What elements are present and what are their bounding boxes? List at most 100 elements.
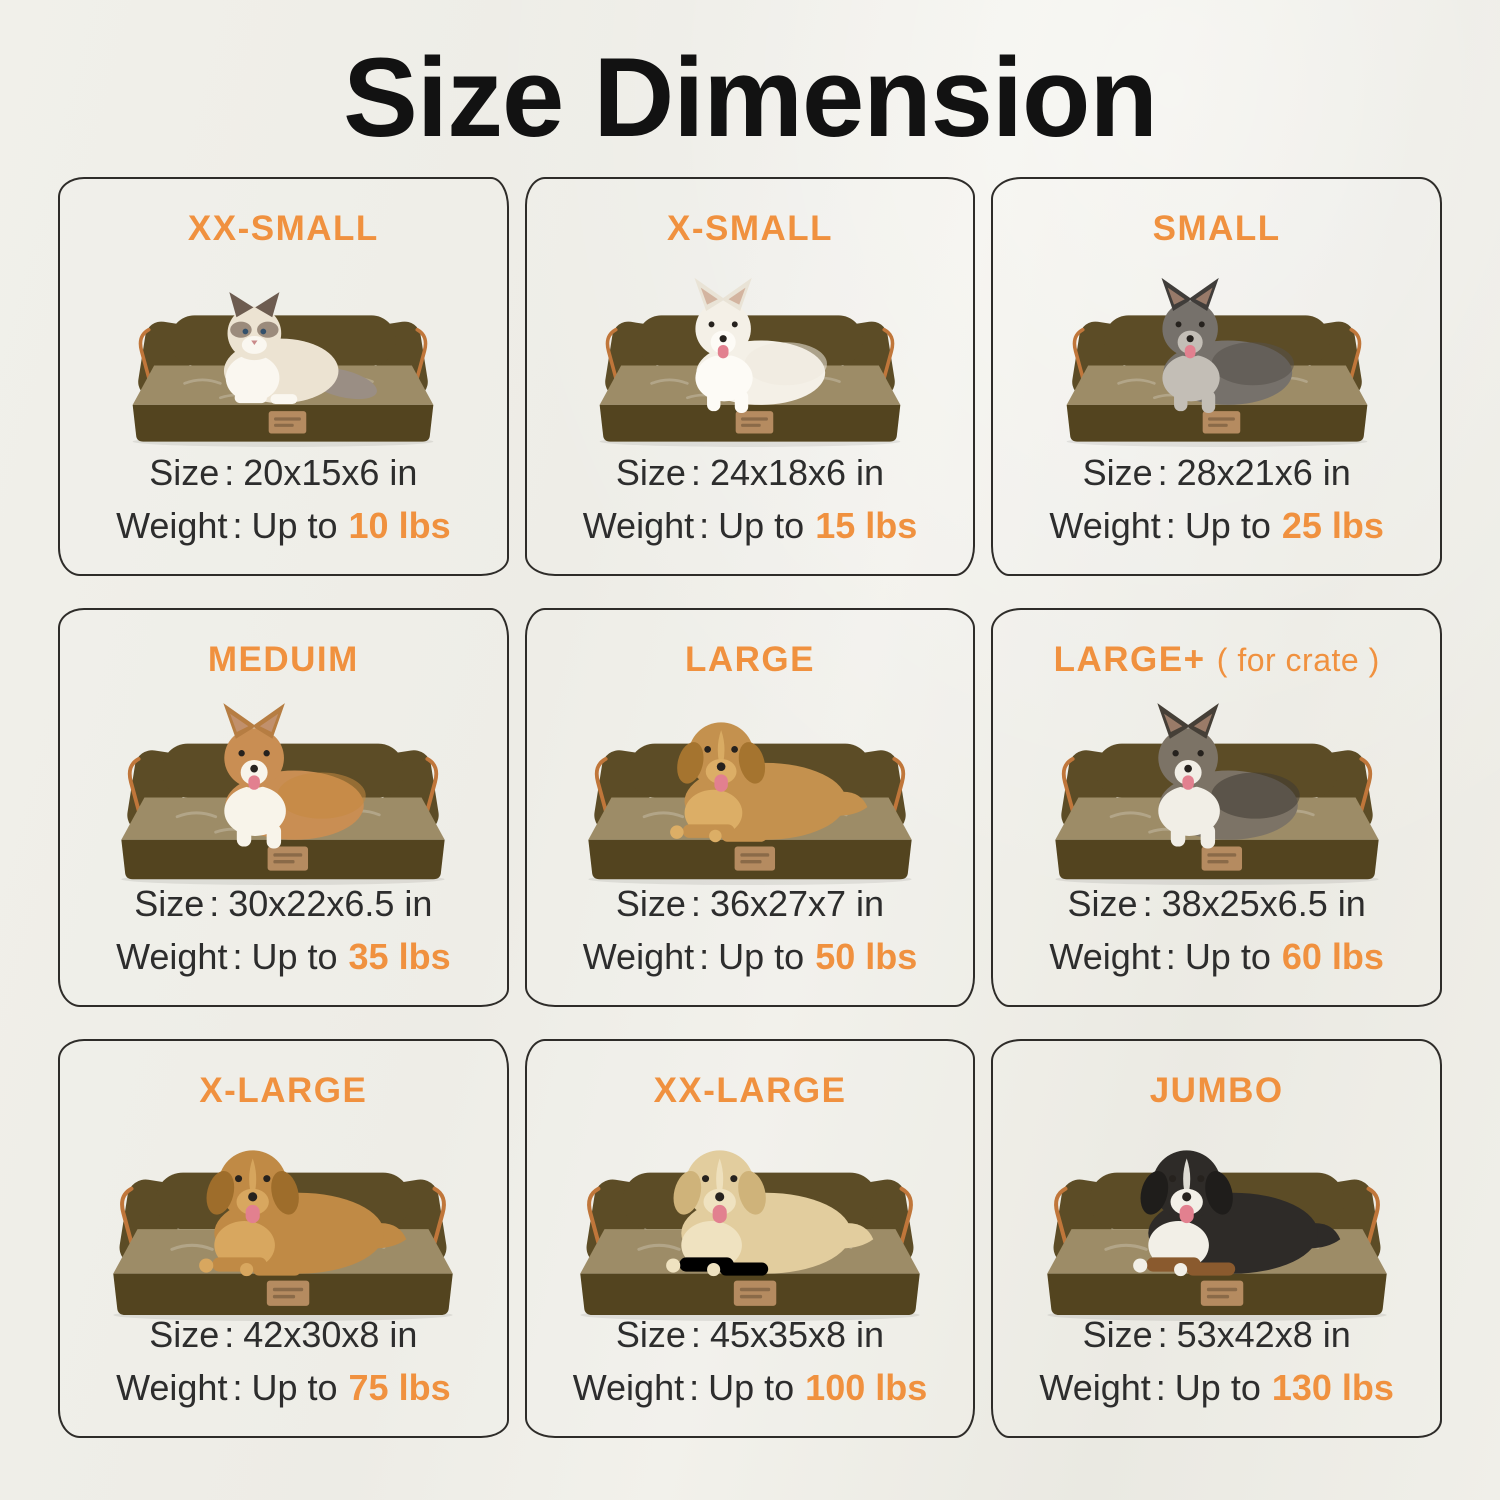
size-spec: Size:30x22x6.5 in: [134, 882, 433, 924]
weight-label: Weight: [1049, 935, 1161, 977]
size-value: 24x18x6 in: [709, 451, 885, 493]
weight-value: 60 lbs: [1281, 935, 1384, 977]
size-card-title: MEDUIM: [208, 640, 359, 680]
size-card-jumbo: JUMBO Size:53x42x8 in Weight: Up to 130 lb…: [991, 1038, 1442, 1438]
pet-bed-photo-schnauzer: [1064, 277, 1369, 448]
size-label: Size: [615, 451, 686, 493]
page-title: Size Dimension: [343, 35, 1158, 160]
size-label: Size: [1067, 882, 1138, 924]
weight-value: 35 lbs: [348, 935, 451, 977]
weight-spec: Weight: Up to 15 lbs: [582, 504, 918, 546]
size-spec: Size:20x15x6 in: [149, 451, 418, 493]
size-card-title: SMALL: [1153, 209, 1281, 249]
weight-spec: Weight: Up to 130 lbs: [1039, 1366, 1394, 1408]
size-value: 28x21x6 in: [1176, 451, 1351, 493]
colon: :: [232, 504, 243, 546]
size-label: Size: [615, 1313, 686, 1355]
size-value: 42x30x8 in: [243, 1313, 418, 1355]
pet-bed-photo-corgi: [119, 702, 447, 886]
up-to-label: Up to: [718, 935, 805, 977]
size-label: Size: [134, 882, 205, 924]
weight-label: Weight: [116, 1366, 228, 1408]
weight-value: 10 lbs: [348, 504, 451, 546]
pet-bed-photo-yellow-labrador: [555, 1150, 946, 1322]
size-card-title: XX-LARGE: [654, 1071, 847, 1111]
colon: :: [699, 504, 710, 546]
spec-block: Size:38x25x6.5 in Weight: Up to 60 lbs: [1049, 882, 1384, 1005]
weight-spec: Weight: Up to 100 lbs: [572, 1366, 928, 1408]
spec-block: Size:53x42x8 in Weight: Up to 130 lbs: [1039, 1313, 1394, 1436]
spec-block: Size:45x35x8 in Weight: Up to 100 lbs: [572, 1313, 928, 1436]
size-spec: Size:24x18x6 in: [615, 451, 885, 493]
weight-value: 75 lbs: [348, 1366, 451, 1408]
up-to-label: Up to: [251, 1366, 338, 1408]
up-to-label: Up to: [718, 504, 805, 546]
size-spec: Size:45x35x8 in: [615, 1313, 885, 1355]
size-spec: Size:42x30x8 in: [149, 1313, 418, 1355]
size-note: ( for crate ): [1216, 641, 1380, 678]
size-spec: Size:28x21x6 in: [1082, 451, 1351, 493]
weight-label: Weight: [116, 504, 228, 546]
weight-label: Weight: [116, 935, 228, 977]
spec-block: Size:30x22x6.5 in Weight: Up to 35 lbs: [116, 882, 451, 1005]
weight-spec: Weight: Up to 60 lbs: [1049, 935, 1384, 977]
colon: :: [1165, 504, 1176, 546]
size-card-title: X-LARGE: [199, 1071, 367, 1111]
colon: :: [689, 1366, 700, 1408]
size-name: MEDUIM: [207, 639, 359, 679]
up-to-label: Up to: [251, 504, 338, 546]
colon: :: [232, 935, 243, 977]
colon: :: [1157, 451, 1168, 493]
size-value: 36x27x7 in: [709, 882, 885, 924]
size-name: SMALL: [1152, 208, 1281, 248]
size-spec: Size:38x25x6.5 in: [1067, 882, 1366, 924]
pet-illustration: [1156, 702, 1300, 849]
weight-label: Weight: [582, 935, 695, 977]
colon: :: [1165, 935, 1176, 977]
weight-spec: Weight: Up to 75 lbs: [116, 1366, 451, 1408]
up-to-label: Up to: [251, 935, 338, 977]
size-label: Size: [1082, 1313, 1153, 1355]
pet-bed-photo-pomeranian: [597, 277, 903, 448]
size-value: 20x15x6 in: [243, 451, 418, 493]
weight-value: 50 lbs: [815, 935, 918, 977]
weight-spec: Weight: Up to 50 lbs: [582, 935, 918, 977]
colon: :: [224, 451, 235, 493]
size-card-title: LARGE+ ( for crate ): [1054, 640, 1380, 680]
size-name: XX-LARGE: [653, 1070, 847, 1110]
size-card-xx-small: XX-SMALL Size:20x15x6 in Weight: Up to 10 …: [58, 176, 509, 576]
size-name: LARGE+: [1053, 639, 1206, 679]
spec-block: Size:28x21x6 in Weight: Up to 25 lbs: [1049, 451, 1384, 574]
spec-block: Size:42x30x8 in Weight: Up to 75 lbs: [116, 1313, 451, 1436]
weight-label: Weight: [582, 504, 695, 546]
weight-spec: Weight: Up to 35 lbs: [116, 935, 451, 977]
pet-illustration: [223, 702, 367, 849]
up-to-label: Up to: [1184, 504, 1271, 546]
size-card-xx-large: XX-LARGE Size:45x35x8 in Weight: Up to 100…: [524, 1038, 976, 1438]
pet-bed-photo-golden-retriever: [586, 722, 914, 886]
size-value: 45x35x8 in: [709, 1313, 885, 1355]
weight-label: Weight: [1039, 1366, 1151, 1408]
spec-block: Size:36x27x7 in Weight: Up to 50 lbs: [582, 882, 918, 1005]
size-value: 30x22x6.5 in: [228, 882, 433, 924]
size-card-large: LARGE Size:36x27x7 in Weight: Up to 50 lbs: [524, 607, 976, 1007]
size-spec: Size:36x27x7 in: [616, 882, 885, 924]
up-to-label: Up to: [708, 1366, 795, 1408]
spec-block: Size:20x15x6 in Weight: Up to 10 lbs: [116, 451, 451, 574]
size-value: 53x42x8 in: [1176, 1313, 1351, 1355]
colon: :: [1155, 1366, 1166, 1408]
size-card-title: X-SMALL: [667, 209, 833, 249]
weight-spec: Weight: Up to 10 lbs: [116, 504, 451, 546]
size-grid: XX-SMALL Size:20x15x6 in Weight: Up to 10 …: [58, 176, 1442, 1438]
size-card-large-plus: LARGE+ ( for crate ) Size:38x25x6.5 in W…: [991, 607, 1442, 1007]
colon: :: [1157, 1313, 1168, 1355]
size-label: Size: [1082, 451, 1153, 493]
colon: :: [1142, 882, 1153, 924]
size-label: Size: [149, 1313, 220, 1355]
spec-block: Size:24x18x6 in Weight: Up to 15 lbs: [582, 451, 918, 574]
weight-label: Weight: [572, 1366, 685, 1408]
weight-value: 15 lbs: [815, 504, 918, 546]
pet-bed-photo-ragdoll-cat: [131, 291, 436, 448]
weight-value: 130 lbs: [1271, 1366, 1394, 1408]
size-name: LARGE: [684, 639, 815, 679]
